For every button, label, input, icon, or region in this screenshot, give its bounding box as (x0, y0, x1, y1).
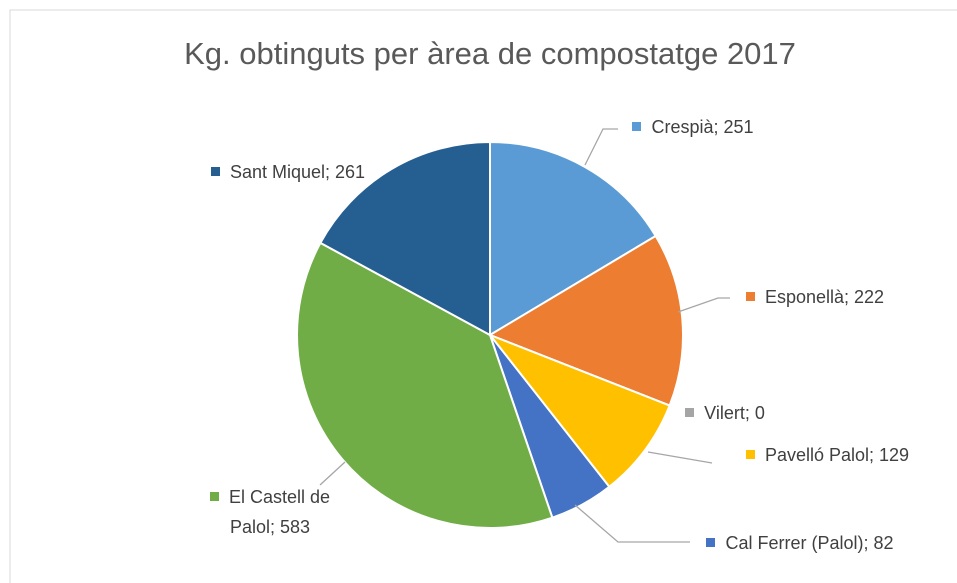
label-category: Vilert (704, 403, 745, 423)
label-category: Esponellà (764, 287, 844, 307)
pie-slice (296, 241, 554, 529)
label-separator: ; (269, 517, 280, 537)
leader-line (319, 461, 346, 486)
label-separator: ; (325, 162, 336, 182)
legend-swatch (632, 122, 642, 131)
label-value: 251 (723, 117, 754, 137)
label-category: Sant Miquel (229, 162, 325, 182)
leader-line (647, 451, 713, 464)
data-label: El Castell de Palol; 583 (190, 482, 350, 542)
label-separator: ; (744, 403, 755, 423)
chart-title: Kg. obtinguts per àrea de compostatge 20… (184, 36, 796, 71)
label-separator: ; (844, 287, 855, 307)
legend-swatch (745, 450, 755, 459)
leader-line (677, 297, 730, 313)
leader-line (584, 128, 618, 166)
data-label: Crespià; 251 (608, 112, 778, 142)
legend-swatch (210, 167, 220, 176)
legend-swatch (745, 292, 755, 301)
label-category: Pavelló Palol (764, 445, 869, 465)
label-category: El Castell de Palol (228, 487, 331, 537)
label-value: 261 (335, 162, 366, 182)
data-label: Vilert; 0 (675, 398, 775, 428)
pie-slice (486, 332, 671, 489)
legend-swatch (706, 538, 716, 547)
leader-line (574, 504, 690, 543)
pie-slice (487, 234, 684, 407)
data-label: Sant Miquel; 261 (178, 157, 398, 187)
label-value: 222 (854, 287, 885, 307)
legend-swatch (209, 492, 219, 501)
frame (9, 9, 957, 583)
label-value: 129 (879, 445, 910, 465)
label-category: Crespià (651, 117, 714, 137)
label-category: Cal Ferrer (Palol) (725, 533, 864, 553)
label-value: 583 (280, 517, 311, 537)
data-label: Pavelló Palol; 129 (715, 440, 940, 470)
label-separator: ; (713, 117, 724, 137)
label-value: 0 (754, 403, 765, 423)
label-value: 82 (873, 533, 894, 553)
label-separator: ; (863, 533, 874, 553)
legend-swatch (685, 408, 695, 417)
data-label: Cal Ferrer (Palol); 82 (680, 528, 920, 558)
data-label: Esponellà; 222 (725, 282, 905, 312)
pie-slice (319, 140, 491, 337)
pie-slice (489, 140, 658, 337)
label-separator: ; (869, 445, 880, 465)
